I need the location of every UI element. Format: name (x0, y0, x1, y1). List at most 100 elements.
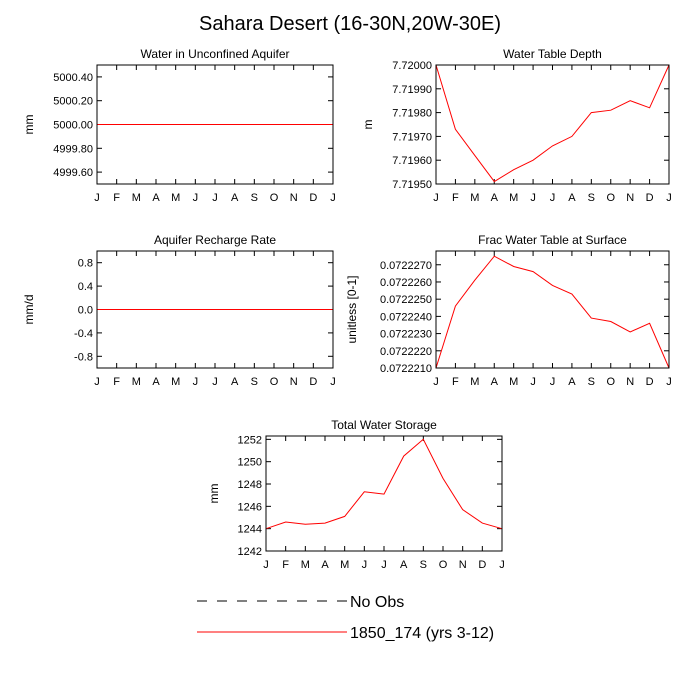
y-tick-label: 1248 (238, 479, 262, 491)
x-tick-label: S (251, 192, 258, 204)
x-tick-label: J (94, 376, 100, 388)
y-axis-label: m (361, 120, 375, 130)
legend-label-obs: No Obs (350, 594, 404, 611)
x-tick-label: D (646, 376, 654, 388)
y-tick-label: 5000.00 (53, 120, 93, 132)
y-tick-label: 0.0722240 (380, 311, 432, 323)
y-tick-label: 1246 (238, 501, 262, 513)
x-tick-label: M (132, 192, 141, 204)
y-tick-label: 1252 (238, 434, 262, 446)
x-tick-label: M (301, 559, 310, 571)
panel-title: Water Table Depth (503, 47, 602, 61)
panel-title: Water in Unconfined Aquifer (141, 47, 290, 61)
x-tick-label: J (94, 192, 100, 204)
y-tick-label: 1244 (238, 524, 262, 536)
y-tick-label: 0.0722230 (380, 329, 432, 341)
x-tick-label: S (251, 376, 258, 388)
x-tick-label: D (478, 559, 486, 571)
panel-title: Total Water Storage (331, 418, 437, 432)
x-tick-label: N (626, 192, 634, 204)
series-line (435, 255, 670, 369)
x-tick-label: M (171, 192, 180, 204)
x-tick-label: M (509, 192, 518, 204)
figure-title: Sahara Desert (16-30N,20W-30E) (199, 13, 501, 35)
x-tick-label: J (330, 192, 336, 204)
plot-frame (96, 64, 334, 185)
y-tick-label: 7.72000 (392, 60, 432, 72)
x-tick-label: M (470, 192, 479, 204)
x-tick-label: A (400, 559, 408, 571)
x-tick-label: J (433, 192, 439, 204)
y-tick-label: 5000.20 (53, 96, 93, 108)
x-tick-label: J (433, 376, 439, 388)
x-tick-label: J (550, 192, 556, 204)
x-tick-label: O (270, 192, 279, 204)
x-tick-label: J (550, 376, 556, 388)
x-tick-label: M (340, 559, 349, 571)
y-tick-label: 4999.80 (53, 143, 93, 155)
plot-frame (435, 250, 670, 369)
series-line (265, 438, 503, 530)
x-tick-label: M (132, 376, 141, 388)
y-tick-label: 5000.40 (53, 72, 93, 84)
x-tick-label: S (588, 376, 595, 388)
x-tick-label: J (499, 559, 505, 571)
x-tick-label: J (193, 192, 199, 204)
y-tick-label: 0.0722250 (380, 294, 432, 306)
series-line (435, 64, 670, 183)
x-tick-label: J (263, 559, 269, 571)
y-tick-label: 7.71970 (392, 131, 432, 143)
x-tick-label: F (452, 376, 459, 388)
x-tick-label: N (290, 192, 298, 204)
x-tick-label: M (509, 376, 518, 388)
plot-frame (435, 64, 670, 185)
y-tick-label: 7.71990 (392, 84, 432, 96)
legend: No Obs 1850_174 (yrs 3-12) (197, 594, 494, 642)
y-tick-label: 1250 (238, 457, 262, 469)
y-tick-label: 0.4 (78, 281, 93, 293)
x-tick-label: J (212, 192, 218, 204)
x-tick-label: J (666, 376, 672, 388)
x-tick-label: A (152, 376, 160, 388)
panel-title: Aquifer Recharge Rate (154, 233, 276, 247)
plot-frame (96, 250, 334, 369)
x-tick-label: F (113, 376, 120, 388)
y-tick-label: 7.71980 (392, 108, 432, 120)
x-tick-label: F (282, 559, 289, 571)
x-tick-label: A (568, 192, 576, 204)
y-tick-label: 1242 (238, 546, 262, 558)
x-tick-label: M (470, 376, 479, 388)
x-tick-label: J (212, 376, 218, 388)
x-tick-label: J (381, 559, 387, 571)
x-tick-label: J (530, 192, 536, 204)
x-tick-label: A (321, 559, 329, 571)
x-tick-label: D (309, 376, 317, 388)
y-tick-label: 0.0 (78, 305, 93, 317)
x-tick-label: F (452, 192, 459, 204)
x-tick-label: A (491, 376, 499, 388)
y-axis-label: unitless [0-1] (345, 275, 359, 343)
x-tick-label: S (420, 559, 427, 571)
x-tick-label: J (193, 376, 199, 388)
x-tick-label: J (530, 376, 536, 388)
y-axis-label: mm (207, 484, 221, 504)
panel-title: Frac Water Table at Surface (478, 233, 627, 247)
x-tick-label: J (330, 376, 336, 388)
y-tick-label: 0.0722220 (380, 346, 432, 358)
x-tick-label: N (626, 376, 634, 388)
y-tick-label: 0.0722210 (380, 363, 432, 375)
y-tick-label: 7.71950 (392, 179, 432, 191)
x-tick-label: A (231, 376, 239, 388)
y-tick-label: 0.8 (78, 258, 93, 270)
x-tick-label: A (152, 192, 160, 204)
x-tick-label: N (459, 559, 467, 571)
x-tick-label: O (439, 559, 448, 571)
x-tick-label: N (290, 376, 298, 388)
x-tick-label: D (309, 192, 317, 204)
y-tick-label: -0.8 (74, 351, 93, 363)
